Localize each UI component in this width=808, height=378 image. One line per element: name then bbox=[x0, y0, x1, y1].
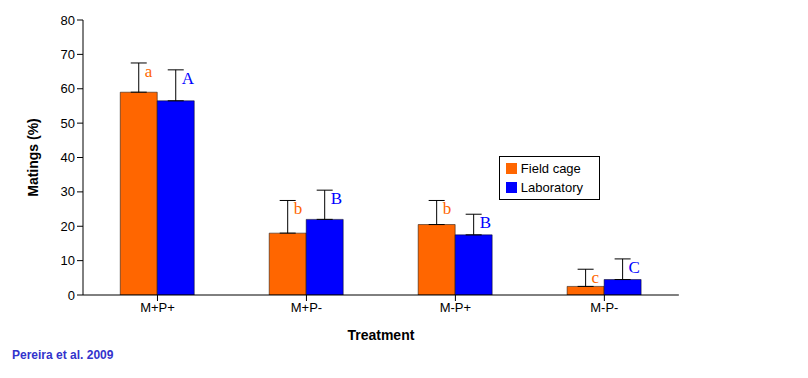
html-text:Laboratory: Laboratory bbox=[520, 180, 583, 195]
svg-text:C: C bbox=[629, 258, 640, 277]
svg-text:M+P+: M+P+ bbox=[140, 300, 175, 315]
svg-text:30: 30 bbox=[61, 184, 75, 199]
svg-text:B: B bbox=[480, 213, 491, 232]
html-text:Pereira et al. 2009: Pereira et al. 2009 bbox=[12, 348, 114, 362]
svg-text:20: 20 bbox=[61, 219, 75, 234]
svg-text:10: 10 bbox=[61, 253, 75, 268]
svg-text:c: c bbox=[592, 268, 600, 287]
svg-text:Matings (%): Matings (%) bbox=[25, 118, 41, 197]
svg-text:M+P-: M+P- bbox=[291, 300, 322, 315]
svg-text:50: 50 bbox=[61, 116, 75, 131]
svg-text:60: 60 bbox=[61, 81, 75, 96]
svg-text:b: b bbox=[294, 199, 303, 218]
svg-text:b: b bbox=[443, 199, 452, 218]
svg-text:70: 70 bbox=[61, 47, 75, 62]
svg-text:M-P-: M-P- bbox=[590, 300, 618, 315]
svg-text:80: 80 bbox=[61, 13, 75, 28]
svg-text:Treatment: Treatment bbox=[347, 327, 414, 343]
svg-text:M-P+: M-P+ bbox=[440, 300, 471, 315]
svg-text:B: B bbox=[331, 189, 342, 208]
svg-text:a: a bbox=[145, 62, 153, 81]
svg-text:A: A bbox=[182, 69, 195, 88]
svg-text:0: 0 bbox=[68, 288, 75, 303]
svg-text:40: 40 bbox=[61, 150, 75, 165]
html-text:Field cage: Field cage bbox=[520, 161, 581, 176]
